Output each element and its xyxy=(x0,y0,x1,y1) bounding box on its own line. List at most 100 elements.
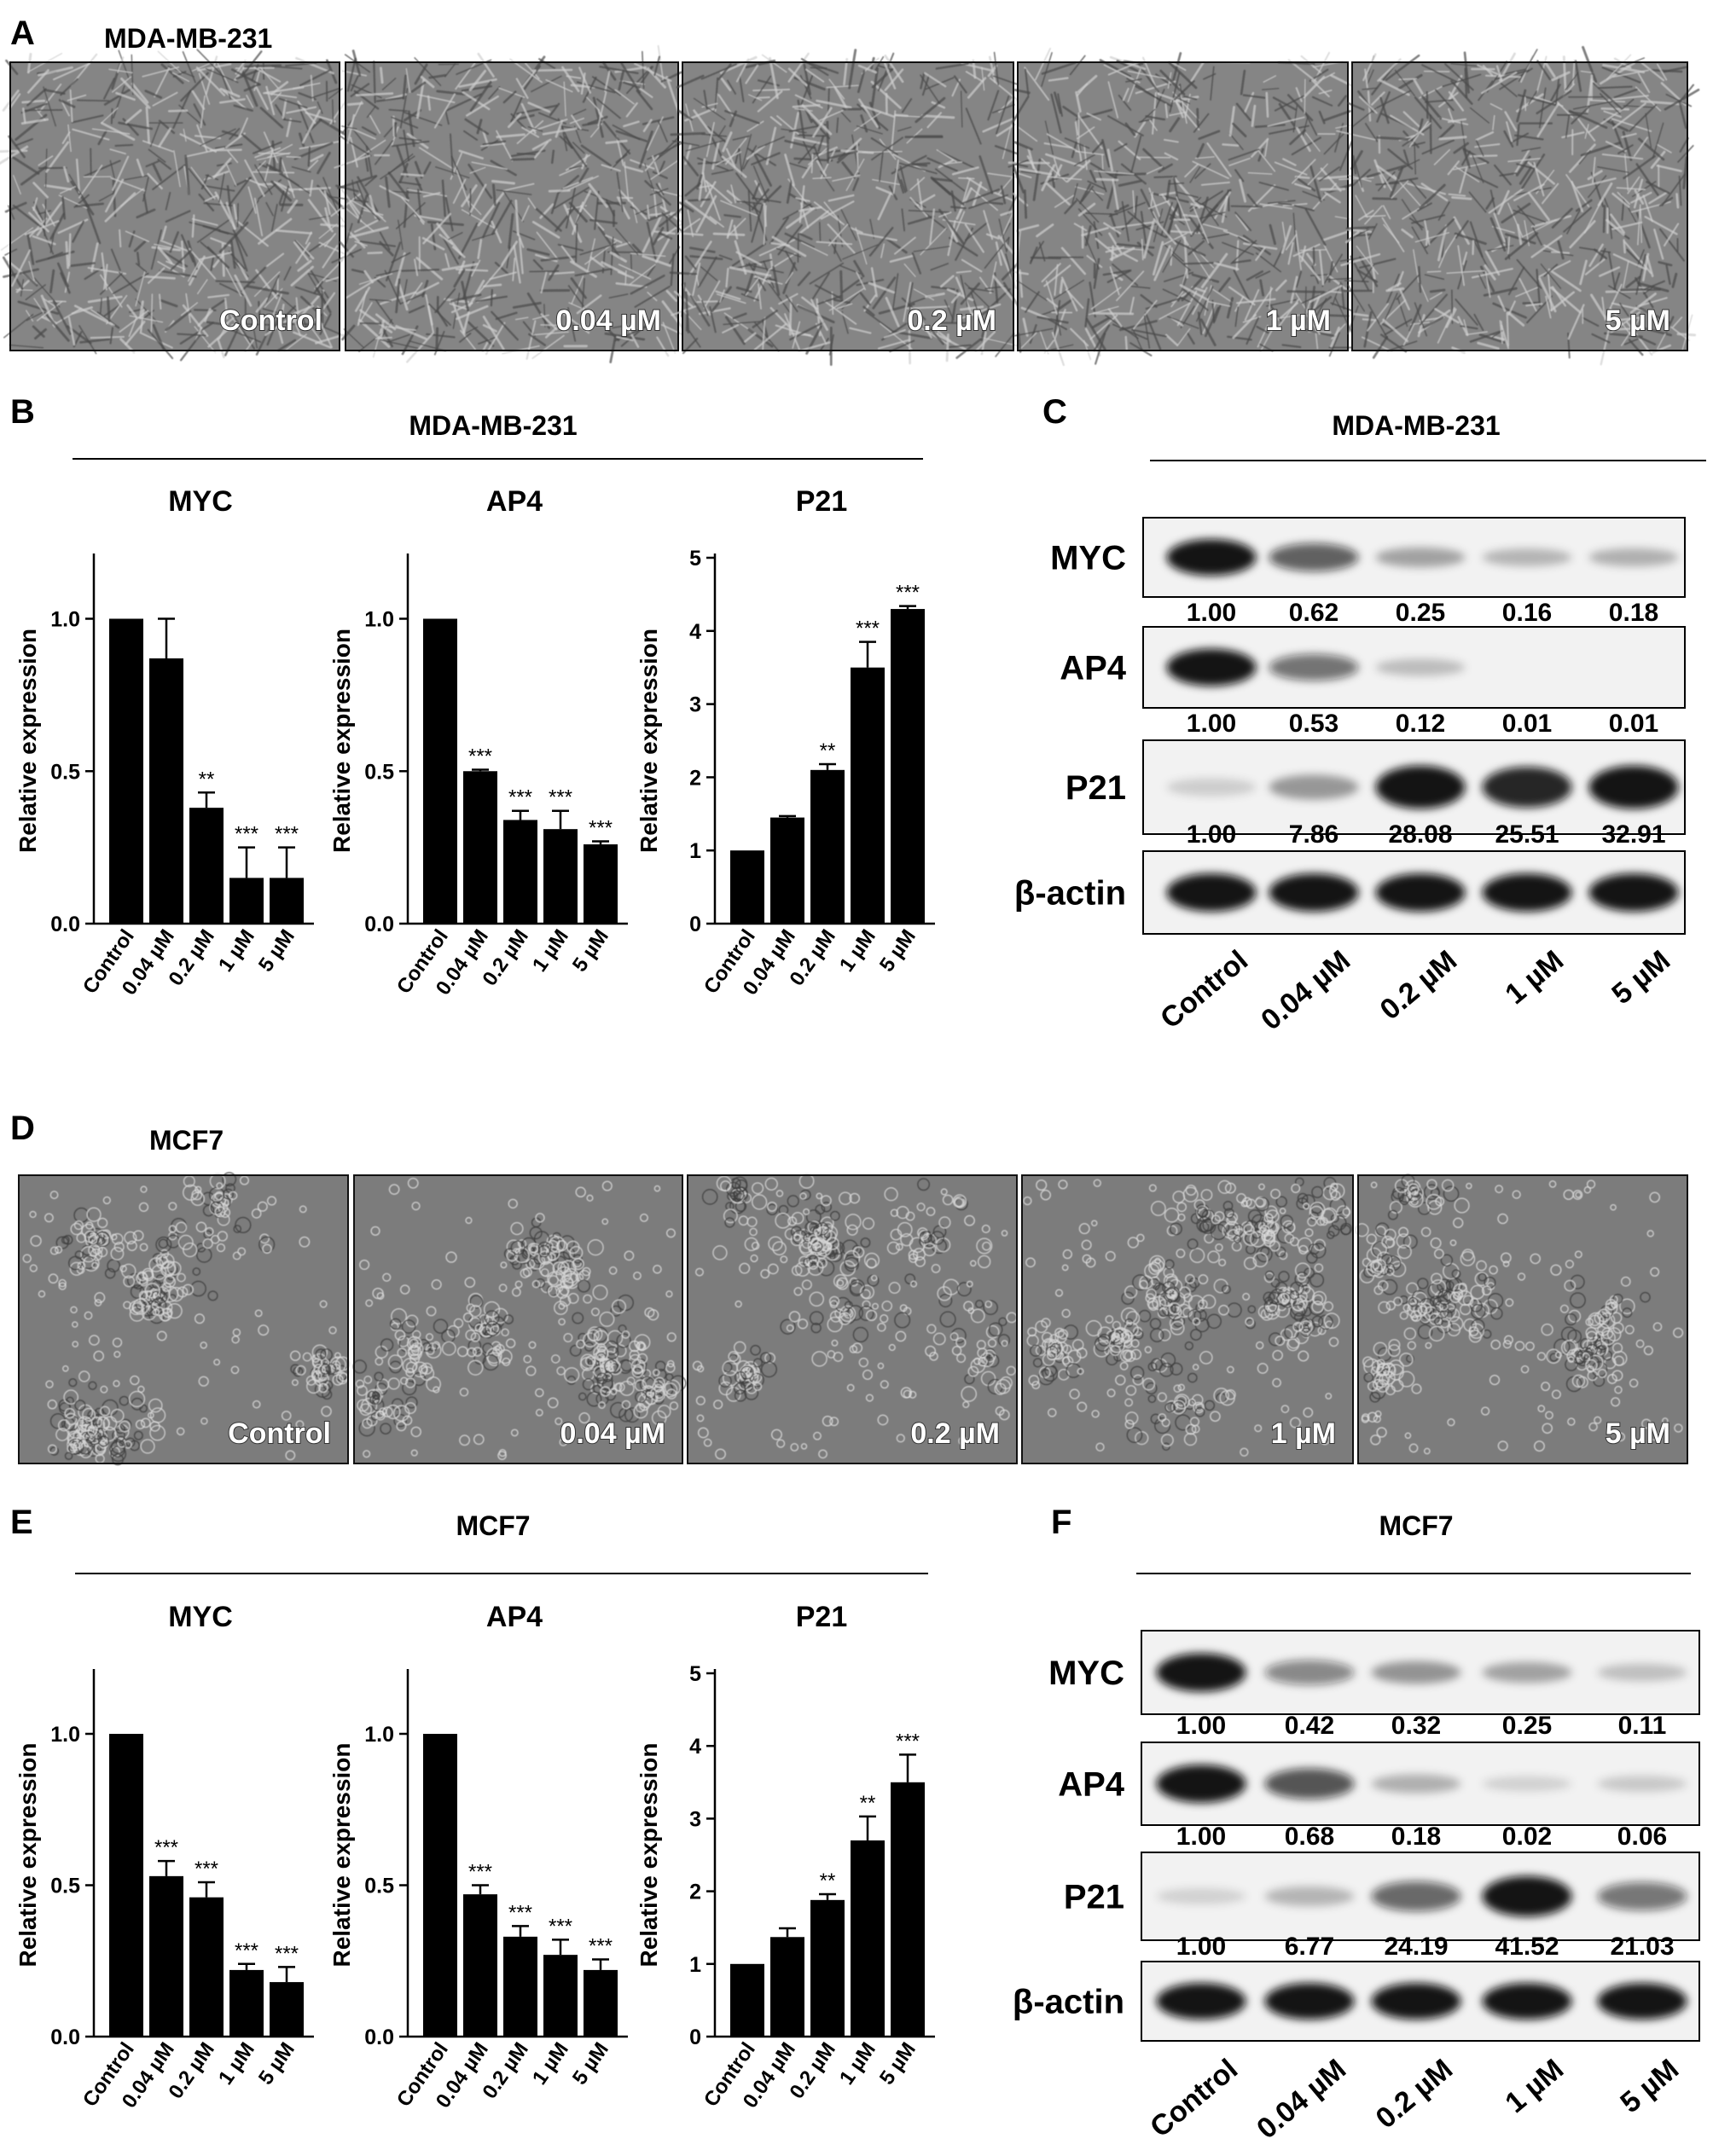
cell-shape xyxy=(1347,284,1366,312)
cell-shape xyxy=(391,140,430,148)
cell-shape xyxy=(126,304,137,318)
cell-shape xyxy=(1037,316,1069,324)
cell-shape xyxy=(227,150,239,164)
cell-shape xyxy=(1327,274,1348,291)
cell-shape xyxy=(1089,170,1097,183)
cell-shape xyxy=(387,171,410,200)
cell-shape xyxy=(1267,116,1305,127)
cell-shape xyxy=(345,275,381,299)
cell-shape xyxy=(241,133,262,151)
cell-shape xyxy=(1147,200,1170,210)
cell-shape xyxy=(754,275,771,284)
cell-shape xyxy=(395,325,427,340)
blot-band xyxy=(1269,873,1359,912)
cell-shape xyxy=(877,65,893,71)
cell-shape xyxy=(564,136,588,168)
cell-shape xyxy=(1340,252,1381,267)
cell-shape xyxy=(565,187,577,229)
cell-shape xyxy=(751,203,764,243)
cell-shape xyxy=(1568,109,1608,130)
cell-shape xyxy=(1352,168,1371,187)
cell-shape xyxy=(1672,316,1683,328)
densitometry-value: 1.00 xyxy=(1176,1712,1226,1740)
cell-shape xyxy=(117,56,125,73)
cell-shape xyxy=(210,257,215,271)
cell-shape xyxy=(1232,122,1247,138)
cell-shape xyxy=(1295,126,1311,153)
cell-shape xyxy=(180,302,199,316)
cell-shape xyxy=(1124,122,1136,136)
cell-shape xyxy=(848,49,857,90)
cell-shape xyxy=(703,90,708,110)
cell-shape xyxy=(1414,302,1428,337)
cell-shape xyxy=(1199,212,1226,220)
cell-shape xyxy=(1451,195,1472,200)
cell-shape xyxy=(788,298,793,336)
cell-shape xyxy=(510,96,524,124)
cell-shape xyxy=(901,208,906,232)
cell-shape xyxy=(1446,270,1485,275)
cell-shape xyxy=(1390,114,1425,136)
cell-shape xyxy=(265,85,276,116)
cell-shape xyxy=(1625,275,1641,289)
cell-shape xyxy=(1498,52,1516,82)
cell-shape xyxy=(364,154,369,172)
cell-shape xyxy=(1202,223,1228,231)
cell-shape xyxy=(142,194,148,214)
cell-shape xyxy=(958,177,975,180)
y-tick-label: 4 xyxy=(689,1735,701,1759)
cell-line-title: MDA-MB-231 xyxy=(1332,410,1500,441)
cell-shape xyxy=(877,52,895,91)
cell-shape xyxy=(230,314,251,345)
cell-shape xyxy=(1506,121,1513,142)
micrograph-4: 5 µM xyxy=(1355,1174,1688,1464)
cell-shape xyxy=(115,91,136,101)
y-tick-label: 1 xyxy=(689,1953,701,1977)
cell-shape xyxy=(517,232,525,248)
blot-band xyxy=(1166,539,1257,576)
cell-shape xyxy=(1077,74,1098,93)
cell-shape xyxy=(266,316,280,346)
cell-shape xyxy=(764,185,782,204)
micrograph-border xyxy=(9,61,340,351)
cell-shape xyxy=(1670,326,1690,342)
cell-shape xyxy=(856,103,889,131)
cell-shape xyxy=(387,154,414,175)
significance-label: *** xyxy=(589,816,613,839)
densitometry-value: 0.25 xyxy=(1502,1712,1552,1740)
cell-shape xyxy=(269,293,282,324)
cell-shape xyxy=(1336,130,1376,141)
cell-shape xyxy=(196,279,208,295)
cell-shape xyxy=(1413,78,1424,95)
cell-shape xyxy=(1506,311,1510,347)
densitometry-value: 0.16 xyxy=(1502,599,1552,627)
cell-shape xyxy=(1438,136,1467,141)
cell-shape xyxy=(405,67,411,93)
cell-shape xyxy=(469,188,472,216)
cell-shape xyxy=(960,275,968,308)
y-axis-label: Relative expression xyxy=(636,629,662,853)
cell-shape xyxy=(172,71,187,78)
cell-shape xyxy=(1354,161,1363,188)
cell-shape xyxy=(810,154,814,174)
cell-shape xyxy=(528,333,547,346)
cell-shape xyxy=(1402,322,1415,346)
cell-shape xyxy=(339,243,357,263)
cell-shape xyxy=(636,90,653,111)
cell-shape xyxy=(563,204,583,243)
cell-shape xyxy=(456,169,471,208)
cell-shape xyxy=(110,107,113,125)
cell-shape xyxy=(307,199,334,233)
cell-shape xyxy=(1078,183,1092,205)
cell-shape xyxy=(1269,125,1309,135)
cell-shape xyxy=(236,203,239,228)
cell-shape xyxy=(1291,136,1321,156)
cell-shape xyxy=(67,124,72,153)
cell-shape xyxy=(597,91,607,127)
cell-shape xyxy=(1630,191,1652,204)
cell-shape xyxy=(870,267,878,298)
cell-shape xyxy=(207,323,235,348)
cell-shape xyxy=(246,285,289,295)
cell-shape xyxy=(319,313,332,335)
cell-shape xyxy=(921,74,930,96)
